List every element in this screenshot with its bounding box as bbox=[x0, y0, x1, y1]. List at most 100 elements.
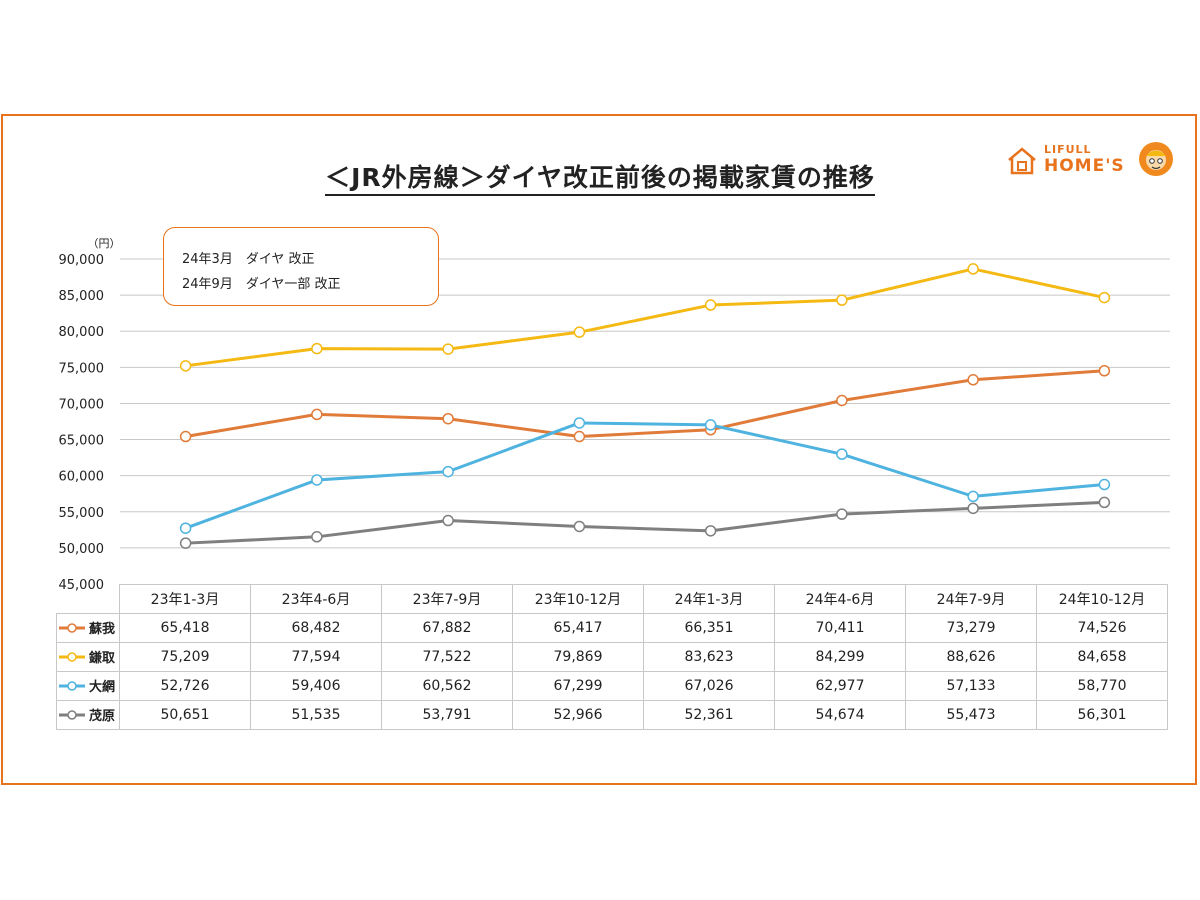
data-point bbox=[179, 430, 192, 443]
data-point bbox=[967, 502, 979, 515]
data-point bbox=[179, 522, 192, 534]
data-point bbox=[442, 412, 454, 425]
table-cell: 53,791 bbox=[381, 700, 513, 730]
legend-entry: 蘇我 bbox=[56, 613, 120, 643]
legend-label: 蘇我 bbox=[89, 622, 116, 638]
table-row: 鎌取 75,209 77,594 77,522 79,869 83,623 84,299 88… bbox=[56, 642, 1168, 672]
data-point bbox=[836, 294, 848, 306]
x-category-label: 24年10-12月 bbox=[1036, 584, 1168, 614]
table-cell: 52,361 bbox=[643, 700, 775, 730]
table-cell: 51,535 bbox=[250, 700, 382, 730]
legend-marker bbox=[59, 652, 85, 662]
revision-note: 24年3月 ダイヤ 改正 24年9月 ダイヤ一部 改正 bbox=[163, 227, 439, 306]
data-point bbox=[836, 394, 848, 407]
table-cell: 65,418 bbox=[119, 613, 251, 643]
data-point bbox=[704, 419, 717, 431]
data-point bbox=[442, 343, 454, 355]
data-point bbox=[311, 474, 323, 486]
table-cell: 77,594 bbox=[250, 642, 382, 672]
table-row: 蘇我 65,418 68,482 67,882 65,417 66,351 70,411 73… bbox=[56, 613, 1168, 643]
legend-label: 茂原 bbox=[89, 709, 116, 725]
table-cell: 68,482 bbox=[250, 613, 382, 643]
x-category-label: 23年10-12月 bbox=[512, 584, 644, 614]
table-cell: 52,726 bbox=[119, 671, 251, 701]
table-cell: 73,279 bbox=[905, 613, 1037, 643]
data-point bbox=[967, 490, 979, 503]
x-category-label: 24年4-6月 bbox=[774, 584, 906, 614]
data-point bbox=[967, 263, 979, 275]
logo-big-text: HOME'S bbox=[1044, 156, 1125, 176]
chart-title-text: ＜JR外房線＞ダイヤ改正前後の掲載家賃の推移 bbox=[325, 163, 875, 196]
table-cell: 56,301 bbox=[1036, 700, 1168, 730]
table-cell: 55,473 bbox=[905, 700, 1037, 730]
data-point bbox=[1098, 291, 1111, 304]
legend-entry: 大網 bbox=[56, 671, 120, 701]
x-category-label: 23年4-6月 bbox=[250, 584, 382, 614]
y-tick-label: 70,000 bbox=[59, 397, 105, 412]
legend-label: 大網 bbox=[89, 680, 116, 696]
data-point bbox=[573, 520, 586, 533]
table-cell: 84,658 bbox=[1036, 642, 1168, 672]
legend-marker bbox=[59, 710, 85, 720]
table-corner bbox=[56, 584, 120, 614]
data-point bbox=[836, 448, 848, 460]
table-row: 大網 52,726 59,406 60,562 67,299 67,026 62,977 57… bbox=[56, 671, 1168, 701]
x-category-label: 23年7-9月 bbox=[381, 584, 513, 614]
data-point bbox=[704, 299, 717, 311]
x-category-label: 23年1-3月 bbox=[119, 584, 251, 614]
table-cell: 83,623 bbox=[643, 642, 775, 672]
legend-entry: 鎌取 bbox=[56, 642, 120, 672]
data-point bbox=[442, 514, 454, 527]
data-point bbox=[573, 417, 586, 429]
data-point bbox=[179, 360, 192, 372]
data-point bbox=[573, 430, 586, 443]
data-point bbox=[1098, 478, 1111, 491]
y-tick-label: 85,000 bbox=[59, 289, 105, 304]
table-cell: 67,882 bbox=[381, 613, 513, 643]
note-line-1: 24年3月 ダイヤ 改正 bbox=[182, 252, 315, 267]
data-point bbox=[1098, 365, 1111, 377]
y-tick-label: 50,000 bbox=[59, 542, 105, 557]
table-row: 茂原 50,651 51,535 53,791 52,966 52,361 54,674 55… bbox=[56, 700, 1168, 730]
chart-title: ＜JR外房線＞ダイヤ改正前後の掲載家賃の推移 bbox=[0, 158, 1200, 196]
y-tick-label: 80,000 bbox=[59, 325, 105, 340]
series-line-茂原 bbox=[185, 500, 1105, 545]
chart-frame bbox=[1, 114, 1197, 785]
y-tick-label: 65,000 bbox=[59, 434, 105, 449]
table-cell: 67,299 bbox=[512, 671, 644, 701]
table-cell: 66,351 bbox=[643, 613, 775, 643]
table-cell: 50,651 bbox=[119, 700, 251, 730]
y-tick-label: 55,000 bbox=[59, 506, 105, 521]
series-line-蘇我 bbox=[185, 369, 1105, 439]
data-point bbox=[1098, 496, 1111, 509]
house-icon bbox=[1008, 147, 1036, 175]
note-line-2: 24年9月 ダイヤ一部 改正 bbox=[182, 277, 341, 292]
lifull-homes-logo: LIFULL HOME'S bbox=[1006, 140, 1176, 182]
y-tick-label: 60,000 bbox=[59, 470, 105, 485]
x-category-label: 24年7-9月 bbox=[905, 584, 1037, 614]
table-cell: 77,522 bbox=[381, 642, 513, 672]
data-point bbox=[311, 342, 323, 355]
logo-small-text: LIFULL bbox=[1044, 143, 1092, 156]
table-cell: 88,626 bbox=[905, 642, 1037, 672]
data-point bbox=[311, 408, 323, 421]
table-cell: 59,406 bbox=[250, 671, 382, 701]
data-point bbox=[179, 537, 192, 549]
table-cell: 58,770 bbox=[1036, 671, 1168, 701]
series-line-大網 bbox=[185, 421, 1105, 530]
series-line-鎌取 bbox=[185, 267, 1105, 368]
legend-marker bbox=[59, 623, 85, 633]
data-point bbox=[442, 465, 454, 478]
data-point bbox=[573, 326, 586, 338]
table-cell: 70,411 bbox=[774, 613, 906, 643]
legend-entry: 茂原 bbox=[56, 700, 120, 730]
table-cell: 84,299 bbox=[774, 642, 906, 672]
legend-label: 鎌取 bbox=[89, 651, 116, 667]
table-cell: 67,026 bbox=[643, 671, 775, 701]
data-point bbox=[311, 531, 323, 543]
table-cell: 54,674 bbox=[774, 700, 906, 730]
mascot-icon bbox=[1139, 142, 1173, 176]
y-tick-label: 90,000 bbox=[59, 253, 105, 268]
table-cell: 57,133 bbox=[905, 671, 1037, 701]
